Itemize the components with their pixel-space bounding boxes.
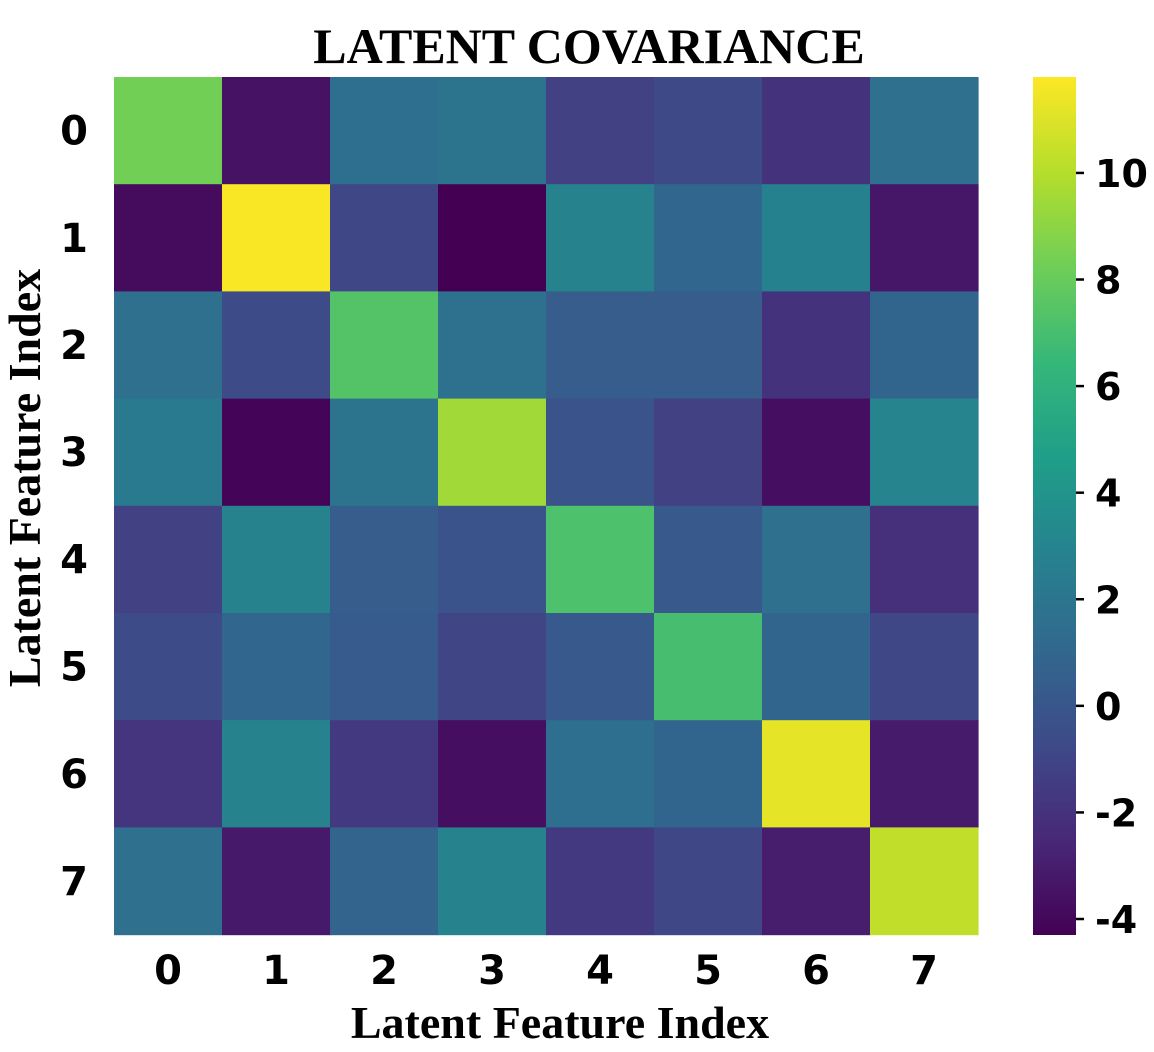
heatmap-cell-r6-c5	[654, 720, 763, 828]
heatmap-cell-r6-c7	[870, 720, 979, 828]
heatmap-cell-r0-c4	[546, 77, 655, 185]
heatmap-cell-r2-c2	[330, 291, 439, 400]
y-tick-label: 5	[60, 645, 88, 691]
heatmap-cell-r3-c0	[114, 398, 223, 507]
y-tick-label: 3	[60, 430, 88, 476]
heatmap-cell-r0-c5	[654, 77, 763, 185]
chart-title: LATENT COVARIANCE	[313, 18, 865, 74]
heatmap-cell-r5-c6	[762, 613, 871, 721]
heatmap-cell-r6-c0	[114, 720, 223, 828]
x-tick-label: 4	[586, 948, 614, 994]
x-axis-label: Latent Feature Index	[351, 997, 769, 1048]
heatmap-cell-r4-c6	[762, 505, 871, 614]
heatmap-cell-r4-c5	[654, 505, 763, 614]
heatmap-cell-r2-c0	[114, 291, 223, 400]
colorbar-tick-label: -4	[1095, 898, 1137, 942]
y-tick-label: 1	[60, 216, 88, 262]
heatmap-cell-r0-c1	[222, 77, 331, 185]
heatmap-cell-r5-c0	[114, 613, 223, 721]
heatmap-cell-r0-c6	[762, 77, 871, 185]
y-tick-label: 7	[60, 859, 88, 905]
heatmap-cell-r3-c3	[438, 398, 547, 507]
heatmap-cell-r3-c4	[546, 398, 655, 507]
x-tick-label: 5	[694, 948, 722, 994]
heatmap-cell-r4-c7	[870, 505, 979, 614]
colorbar-tick-label: 4	[1095, 472, 1121, 516]
x-tick-label: 1	[262, 948, 290, 994]
heatmap-cell-r1-c7	[870, 184, 979, 292]
heatmap-cell-r2-c5	[654, 291, 763, 400]
y-tick-label: 6	[60, 752, 88, 798]
colorbar-tick-label: 10	[1095, 152, 1148, 196]
heatmap-cell-r0-c0	[114, 77, 223, 185]
heatmap-cell-r6-c4	[546, 720, 655, 828]
heatmap-cell-r4-c2	[330, 505, 439, 614]
heatmap-cell-r3-c7	[870, 398, 979, 507]
heatmap-cell-r2-c1	[222, 291, 331, 400]
colorbar-tick-label: 2	[1095, 578, 1121, 622]
x-tick-label: 7	[910, 948, 938, 994]
heatmap-cell-r7-c5	[654, 827, 763, 936]
heatmap-cell-r7-c4	[546, 827, 655, 936]
heatmap-cell-r1-c3	[438, 184, 547, 292]
heatmap-cell-r6-c2	[330, 720, 439, 828]
heatmap-cell-r3-c2	[330, 398, 439, 507]
x-tick-label: 3	[478, 948, 506, 994]
heatmap-cell-r5-c1	[222, 613, 331, 721]
heatmap-cell-r7-c6	[762, 827, 871, 936]
colorbar: 10 8 6 4 2 0 -2 -4	[1033, 77, 1148, 942]
heatmap-cell-r4-c1	[222, 505, 331, 614]
heatmap-cell-r2-c3	[438, 291, 547, 400]
heatmap-cell-r5-c3	[438, 613, 547, 721]
colorbar-tick-label: 6	[1095, 365, 1121, 409]
colorbar-tick-label: 0	[1095, 685, 1121, 729]
heatmap-cell-r1-c0	[114, 184, 223, 292]
heatmap-cell-r2-c7	[870, 291, 979, 400]
y-axis-label: Latent Feature Index	[0, 269, 50, 687]
heatmap-cell-r3-c6	[762, 398, 871, 507]
x-axis-ticks: 0 1 2 3 4 5 6 7	[154, 948, 938, 994]
heatmap-cell-r3-c1	[222, 398, 331, 507]
y-axis-ticks: 0 1 2 3 4 5 6 7	[60, 109, 88, 905]
y-tick-label: 4	[60, 537, 88, 583]
heatmap-cell-r2-c4	[546, 291, 655, 400]
colorbar-tick-label: -2	[1095, 791, 1137, 835]
colorbar-tick-label: 8	[1095, 259, 1121, 303]
y-tick-label: 0	[60, 109, 88, 155]
heatmap-cell-r1-c6	[762, 184, 871, 292]
heatmap-cell-r5-c2	[330, 613, 439, 721]
heatmap-cell-r1-c2	[330, 184, 439, 292]
heatmap-cell-r5-c7	[870, 613, 979, 721]
colorbar-ticks: 10 8 6 4 2 0 -2 -4	[1076, 152, 1148, 942]
heatmap-cell-r7-c0	[114, 827, 223, 936]
x-tick-label: 6	[802, 948, 830, 994]
heatmap-cell-r5-c4	[546, 613, 655, 721]
heatmap-cell-r1-c1	[222, 184, 331, 292]
heatmap-cell-r7-c1	[222, 827, 331, 936]
heatmap-cell-r7-c2	[330, 827, 439, 936]
heatmap-cell-r1-c5	[654, 184, 763, 292]
heatmap-cell-r4-c4	[546, 505, 655, 614]
heatmap-cells	[114, 77, 979, 936]
x-tick-label: 2	[370, 948, 398, 994]
heatmap-cell-r0-c7	[870, 77, 979, 185]
heatmap-cell-r6-c1	[222, 720, 331, 828]
y-tick-label: 2	[60, 323, 88, 369]
heatmap-cell-r1-c4	[546, 184, 655, 292]
heatmap-cell-r4-c3	[438, 505, 547, 614]
heatmap-cell-r6-c3	[438, 720, 547, 828]
heatmap-cell-r0-c2	[330, 77, 439, 185]
colorbar-gradient	[1033, 77, 1076, 935]
x-tick-label: 0	[154, 948, 182, 994]
heatmap-cell-r6-c6	[762, 720, 871, 828]
heatmap-cell-r5-c5	[654, 613, 763, 721]
heatmap-cell-r4-c0	[114, 505, 223, 614]
heatmap-cell-r2-c6	[762, 291, 871, 400]
heatmap-cell-r3-c5	[654, 398, 763, 507]
heatmap-cell-r7-c7	[870, 827, 979, 936]
heatmap-cell-r0-c3	[438, 77, 547, 185]
heatmap-cell-r7-c3	[438, 827, 547, 936]
